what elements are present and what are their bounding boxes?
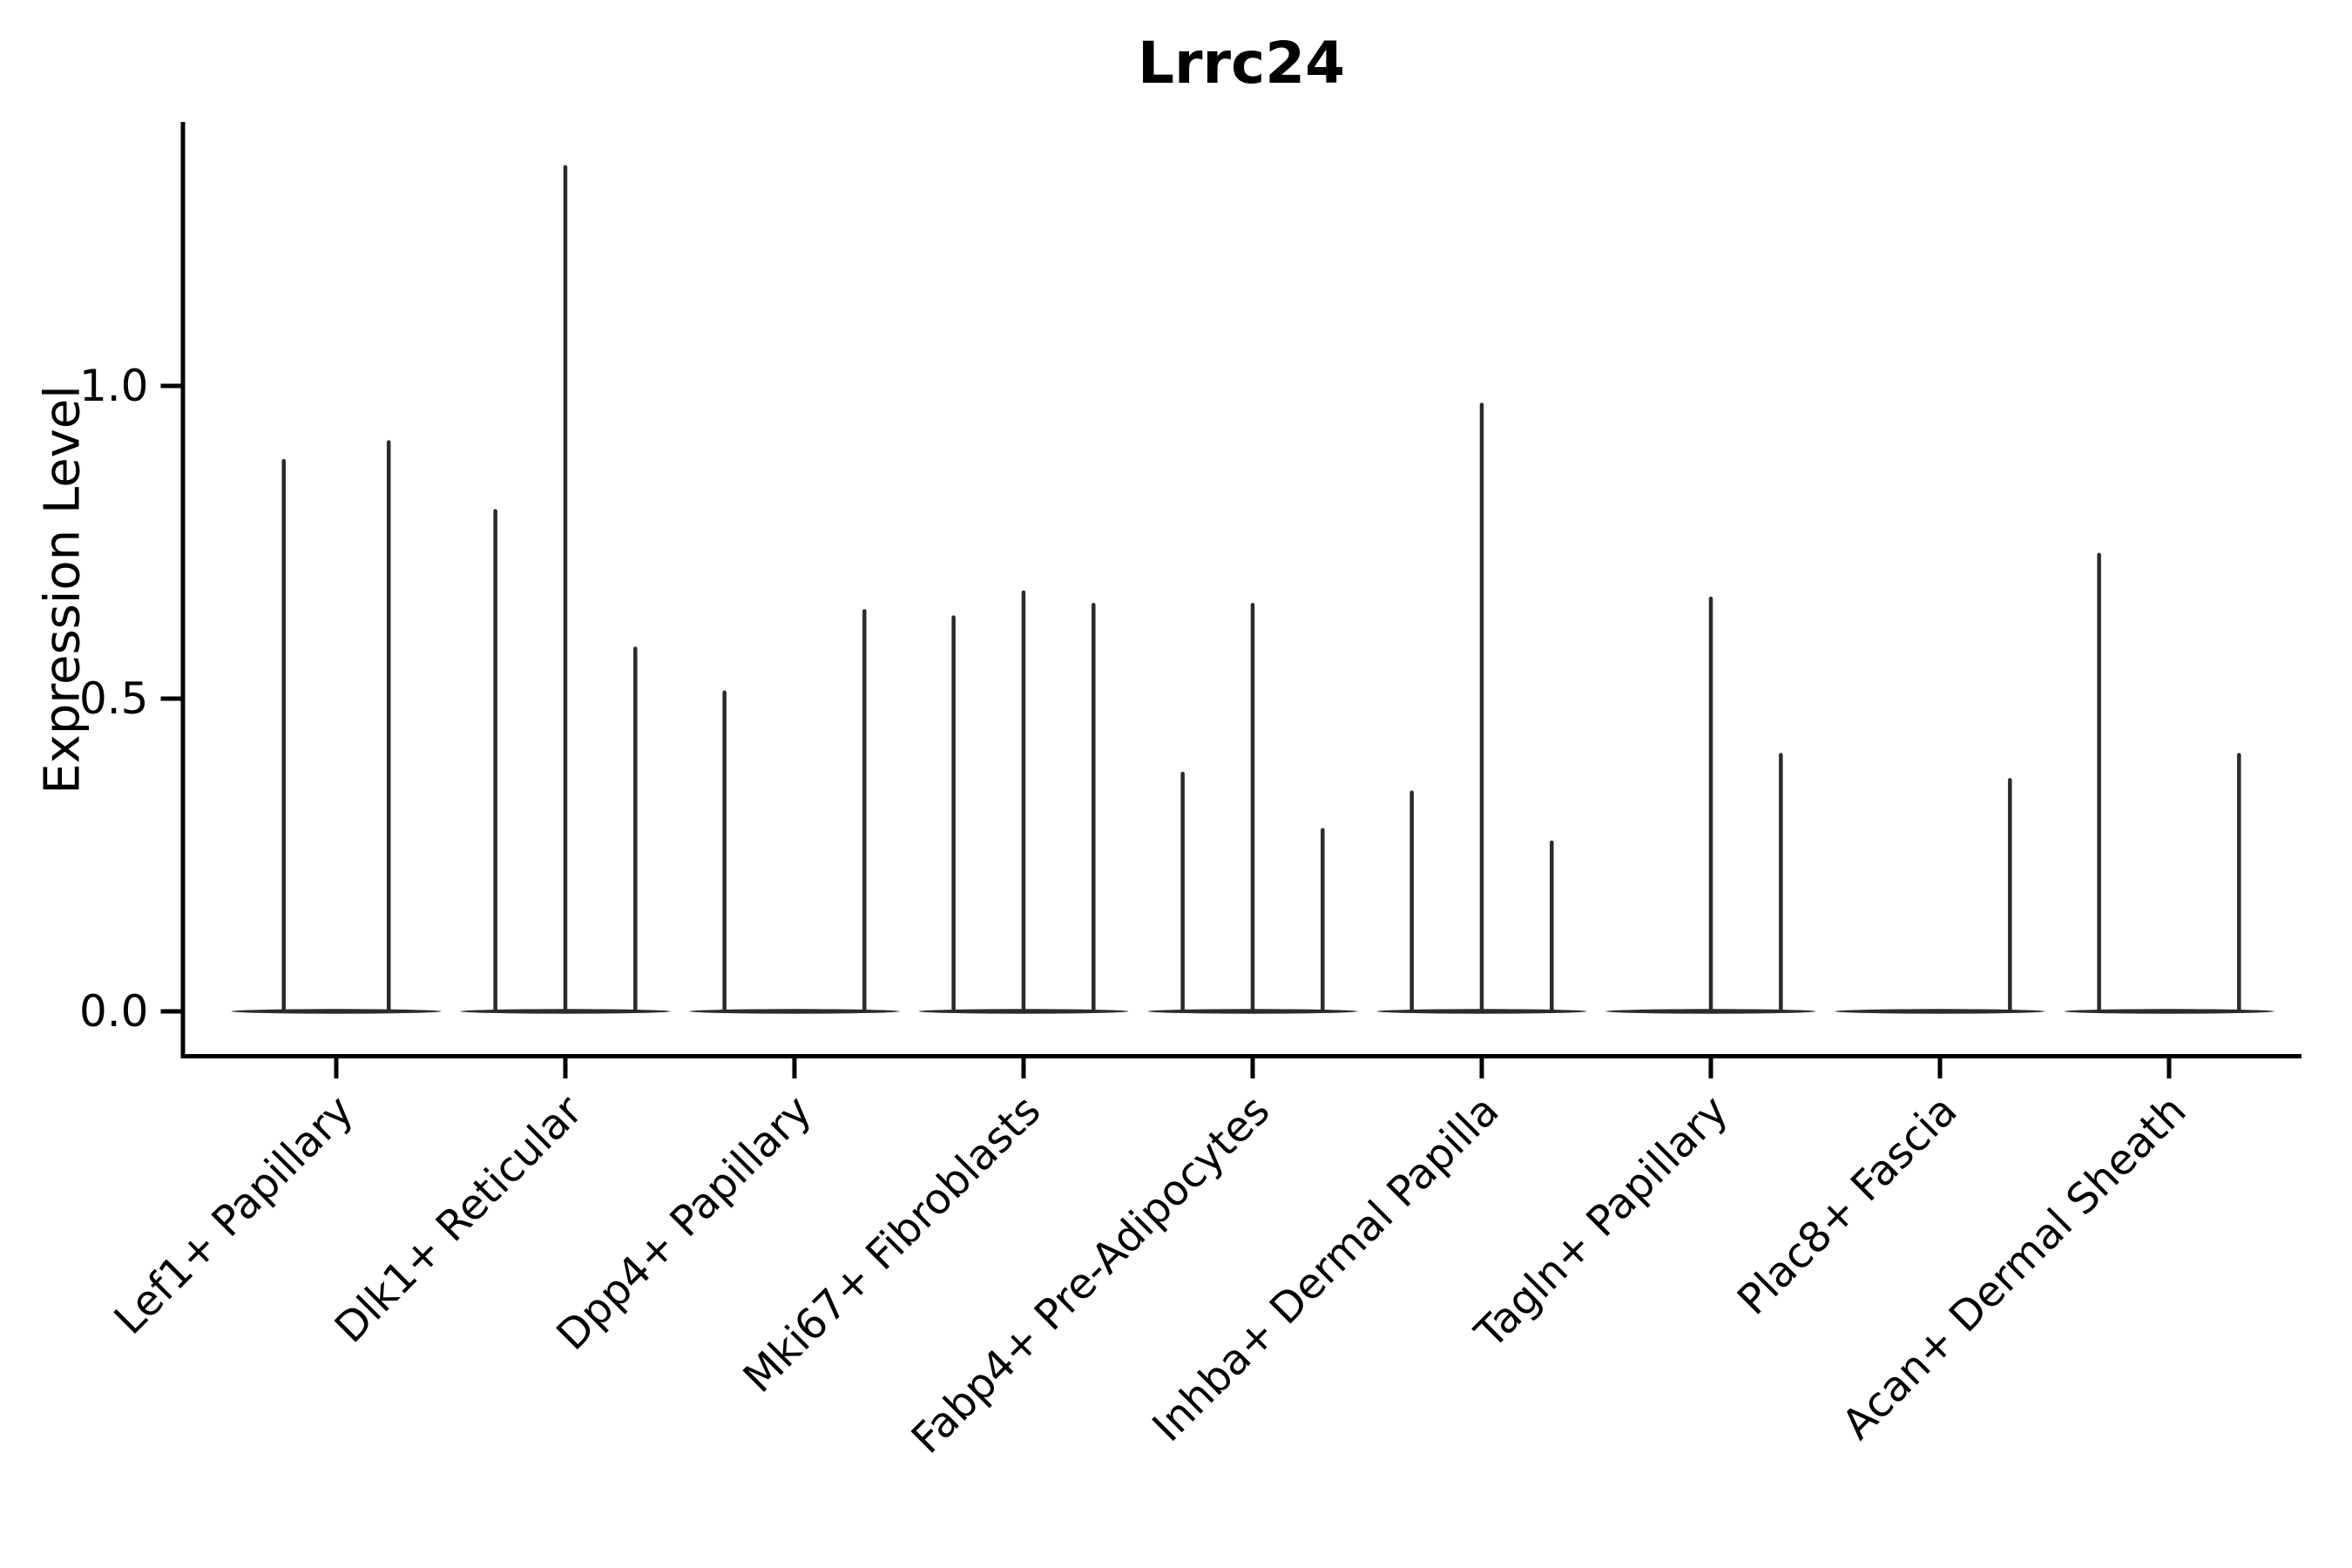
y-tick: [160, 1009, 181, 1014]
violin-baseline: [1835, 1009, 2045, 1014]
y-tick-label: 1.0: [79, 361, 149, 411]
x-tick: [1708, 1058, 1713, 1078]
x-tick: [1021, 1058, 1026, 1078]
y-tick-label: 0.5: [79, 673, 149, 724]
x-category-label: Dpp4+ Papillary: [547, 1086, 821, 1360]
y-tick: [160, 383, 181, 389]
x-category-label: Dlk1+ Reticular: [326, 1086, 592, 1353]
y-axis-spine: [180, 122, 186, 1058]
x-axis-spine: [180, 1054, 2301, 1058]
x-tick: [334, 1058, 339, 1078]
x-tick: [563, 1058, 568, 1078]
x-tick: [2166, 1058, 2172, 1078]
x-tick: [1937, 1058, 1943, 1078]
chart-title: Lrrc24: [1137, 30, 1346, 97]
y-axis-label: Expression Level: [34, 385, 91, 794]
x-category-label: Plac8+ Fascia: [1728, 1086, 1967, 1325]
violin-baseline: [689, 1009, 900, 1014]
violin-baseline: [2064, 1009, 2274, 1014]
x-tick: [792, 1058, 797, 1078]
violin-baseline: [231, 1009, 442, 1014]
x-tick: [1250, 1058, 1255, 1078]
y-tick-label: 0.0: [79, 986, 149, 1037]
x-category-label: Tagln+ Papillary: [1465, 1086, 1737, 1358]
x-category-label: Lef1+ Papillary: [105, 1086, 363, 1344]
x-tick: [1479, 1058, 1484, 1078]
y-tick: [160, 696, 181, 701]
